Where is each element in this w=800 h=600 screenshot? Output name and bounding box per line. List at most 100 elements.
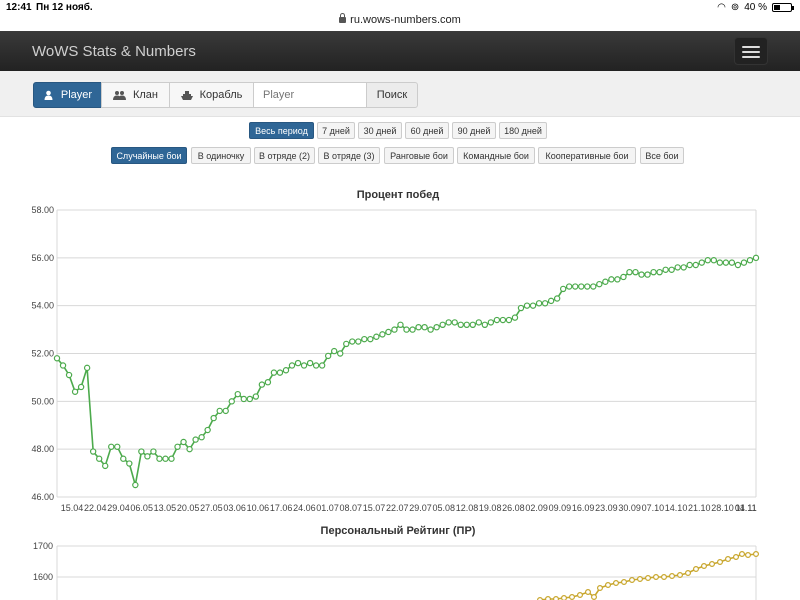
battle-div2-button[interactable]: В отряде (2) xyxy=(254,147,315,164)
winrate-point xyxy=(349,338,356,345)
navbar: WoWS Stats & Numbers xyxy=(0,31,800,71)
lock-icon xyxy=(339,13,347,23)
winrate-point xyxy=(120,455,127,462)
pr-point xyxy=(738,550,745,557)
pr-point xyxy=(708,560,715,567)
winrate-chart-title: Процент побед xyxy=(357,189,440,201)
winrate-point xyxy=(740,259,748,266)
winrate-point xyxy=(65,371,73,379)
winrate-point xyxy=(602,278,609,285)
winrate-point xyxy=(710,257,718,264)
winrate-point xyxy=(373,333,380,340)
winrate-point xyxy=(89,448,97,455)
battle-team-button[interactable]: Командные бои xyxy=(457,147,535,164)
period-all-button[interactable]: Весь период xyxy=(249,122,314,139)
winrate-point xyxy=(734,261,742,269)
tab-clan-label: Клан xyxy=(132,89,159,101)
battle-coop-button[interactable]: Кооперативные бои xyxy=(538,147,636,164)
winrate-point xyxy=(318,362,326,369)
winrate-point xyxy=(53,355,61,362)
period-180-button[interactable]: 180 дней xyxy=(499,122,547,139)
winrate-point xyxy=(59,362,67,369)
winrate-point xyxy=(578,283,585,290)
player-search-input[interactable] xyxy=(253,82,367,108)
winrate-point xyxy=(403,326,410,333)
winrate-xtick-label: 30.09 xyxy=(618,503,641,513)
winrate-point xyxy=(174,443,181,450)
winrate-point xyxy=(409,326,416,333)
winrate-point xyxy=(559,285,567,293)
winrate-point xyxy=(361,335,368,343)
winrate-point xyxy=(108,443,115,450)
pr-point xyxy=(652,573,659,580)
winrate-point xyxy=(228,398,235,405)
winrate-point xyxy=(590,283,597,290)
tab-ship[interactable]: Корабль xyxy=(169,82,254,108)
winrate-xtick-label: 16.09 xyxy=(572,503,595,513)
winrate-point xyxy=(246,395,254,403)
winrate-point xyxy=(210,414,217,422)
tab-clan[interactable]: Клан xyxy=(101,82,170,108)
pr-series-line xyxy=(539,553,757,600)
winrate-xtick-label: 08.07 xyxy=(340,503,363,513)
search-button[interactable]: Поиск xyxy=(366,82,418,108)
winrate-ytick-label: 54.00 xyxy=(31,301,54,311)
winrate-point xyxy=(553,295,561,302)
tab-ship-label: Корабль xyxy=(199,89,243,101)
winrate-point xyxy=(126,460,133,467)
battle-solo-button[interactable]: В одиночку xyxy=(191,147,251,164)
winrate-point xyxy=(324,352,332,360)
battle-all-button[interactable]: Все бои xyxy=(640,147,684,164)
battle-random-button[interactable]: Случайные бои xyxy=(111,147,187,164)
period-7-button[interactable]: 7 дней xyxy=(317,122,355,139)
winrate-xtick-label: 03.06 xyxy=(223,503,246,513)
winrate-point xyxy=(752,254,760,262)
winrate-xtick-label: 28.10 xyxy=(711,503,734,513)
period-60-button[interactable]: 60 дней xyxy=(405,122,449,139)
winrate-xtick-label: 21.10 xyxy=(688,503,711,513)
tab-player[interactable]: Player xyxy=(33,82,102,108)
pr-point xyxy=(561,595,567,600)
winrate-xtick-label: 17.06 xyxy=(270,503,293,513)
pr-point xyxy=(692,565,699,572)
winrate-xtick-label: 22.07 xyxy=(386,503,409,513)
winrate-point xyxy=(662,266,669,273)
pr-point xyxy=(744,551,751,558)
winrate-point xyxy=(517,304,525,312)
winrate-point xyxy=(276,369,284,376)
winrate-point xyxy=(240,395,248,403)
winrate-point xyxy=(626,268,633,276)
address-bar[interactable]: ru.wows-numbers.com xyxy=(0,13,800,26)
winrate-point xyxy=(505,316,513,324)
winrate-point xyxy=(222,407,229,415)
winrate-xtick-label: 29.07 xyxy=(409,503,432,513)
winrate-point xyxy=(421,323,428,331)
period-30-button[interactable]: 30 дней xyxy=(358,122,402,139)
pr-point xyxy=(684,569,691,576)
pr-chart: Персональный Рейтинг (ПР) 1600 1700 xyxy=(33,525,759,600)
winrate-xtick-label: 29.04 xyxy=(107,503,130,513)
winrate-xtick-label: 01.07 xyxy=(316,503,339,513)
menu-toggle-button[interactable] xyxy=(734,37,768,65)
winrate-series-line xyxy=(56,257,757,486)
battle-ranked-button[interactable]: Ранговые бои xyxy=(384,147,454,164)
battle-div3-button[interactable]: В отряде (3) xyxy=(318,147,380,164)
period-90-button[interactable]: 90 дней xyxy=(452,122,496,139)
winrate-xtick-label: 26.08 xyxy=(502,503,525,513)
winrate-point xyxy=(391,326,398,333)
winrate-point xyxy=(132,481,139,489)
winrate-point xyxy=(692,261,699,269)
winrate-point xyxy=(596,280,603,288)
winrate-xtick-label: 14.10 xyxy=(665,503,688,513)
winrate-point xyxy=(650,268,657,276)
status-bar: 12:41 Пн 12 нояб. ru.wows-numbers.com ◠ … xyxy=(0,0,800,30)
pr-point xyxy=(604,581,611,588)
pr-point xyxy=(568,593,575,600)
winrate-point xyxy=(535,300,543,307)
winrate-point xyxy=(204,426,211,434)
winrate-xtick-label: 15.04 xyxy=(61,503,84,513)
winrate-point xyxy=(114,443,121,450)
winrate-point xyxy=(95,455,103,462)
brand-title[interactable]: WoWS Stats & Numbers xyxy=(32,43,196,60)
pr-point xyxy=(628,576,635,583)
